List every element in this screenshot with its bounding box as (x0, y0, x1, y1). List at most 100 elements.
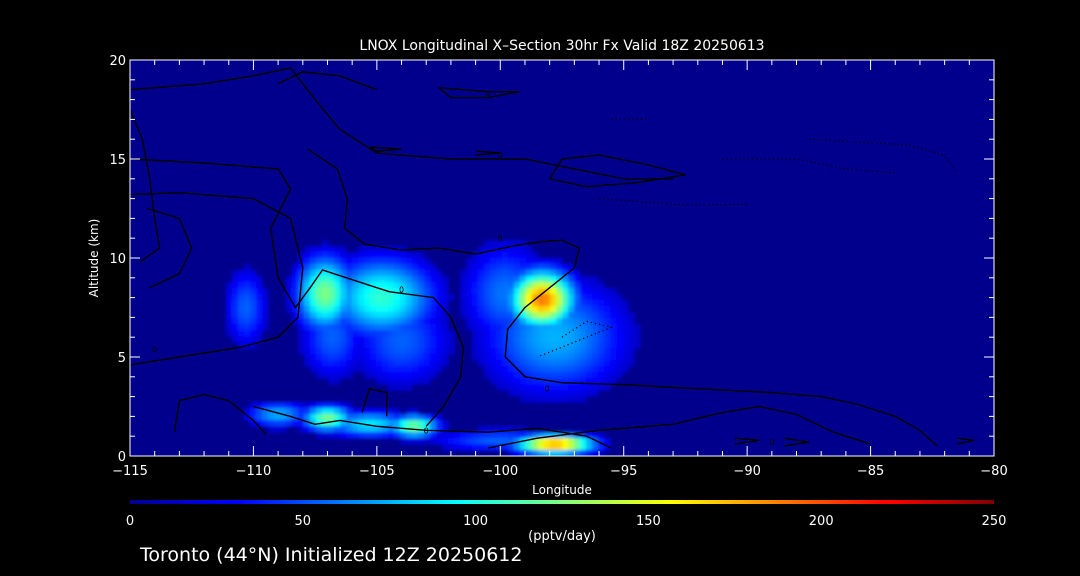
heatmap-cell (388, 246, 395, 253)
heatmap-cell (604, 336, 611, 343)
heatmap-cell (616, 318, 623, 325)
heatmap-cell (424, 378, 431, 385)
heatmap-cell (406, 438, 413, 445)
heatmap-cell (394, 426, 401, 433)
colorbar-tick-label: 250 (982, 514, 1007, 529)
heatmap-cell (334, 246, 341, 253)
heatmap-cell (394, 264, 401, 271)
heatmap-cell (316, 258, 323, 265)
heatmap-cell (598, 384, 605, 391)
heatmap-cell (568, 300, 575, 307)
heatmap-cell (340, 372, 347, 379)
heatmap-cell (424, 318, 431, 325)
contour-label: 0 (152, 345, 157, 354)
heatmap-cell (538, 318, 545, 325)
heatmap-cell (520, 354, 527, 361)
heatmap-cell (580, 336, 587, 343)
heatmap-cell (358, 354, 365, 361)
heatmap-cell (592, 348, 599, 355)
heatmap-cell (598, 432, 605, 439)
heatmap-cell (574, 348, 581, 355)
heatmap-cell (598, 282, 605, 289)
heatmap-cell (262, 318, 269, 325)
heatmap-cell (550, 390, 557, 397)
heatmap-cell (406, 288, 413, 295)
heatmap-cell (568, 348, 575, 355)
heatmap-cell (592, 360, 599, 367)
heatmap-cell (394, 330, 401, 337)
heatmap-cell (244, 414, 251, 421)
heatmap-cell (322, 366, 329, 373)
heatmap-cell (400, 300, 407, 307)
heatmap-cell (472, 288, 479, 295)
heatmap-cell (502, 378, 509, 385)
heatmap-cell (424, 372, 431, 379)
heatmap-cell (478, 294, 485, 301)
heatmap-cell (352, 312, 359, 319)
heatmap-cell (580, 390, 587, 397)
heatmap-cell (514, 270, 521, 277)
heatmap-cell (298, 342, 305, 349)
heatmap-cell (622, 318, 629, 325)
heatmap-cell (544, 258, 551, 265)
colorbar: 0 50 100 150 200 250 (pptv/day) (126, 500, 1007, 544)
heatmap-cell (448, 330, 455, 337)
heatmap-cell (568, 294, 575, 301)
heatmap-cell (412, 300, 419, 307)
heatmap-cell (568, 378, 575, 385)
heatmap-cell (250, 402, 257, 409)
heatmap-cell (550, 318, 557, 325)
heatmap-cell (358, 366, 365, 373)
heatmap-cell (538, 300, 545, 307)
heatmap-cell (466, 444, 473, 451)
heatmap-cell (406, 432, 413, 439)
heatmap-cell (352, 282, 359, 289)
heatmap-cell (244, 294, 251, 301)
heatmap-cell (406, 420, 413, 427)
heatmap-cell (412, 372, 419, 379)
heatmap-cell (346, 264, 353, 271)
heatmap-cell (310, 402, 317, 409)
heatmap-cell (550, 336, 557, 343)
heatmap-cell (250, 330, 257, 337)
heatmap-cell (244, 282, 251, 289)
heatmap-cell (478, 354, 485, 361)
heatmap-cell (316, 408, 323, 415)
heatmap-cell (436, 282, 443, 289)
heatmap-cell (316, 348, 323, 355)
heatmap-cell (598, 288, 605, 295)
heatmap-cell (382, 282, 389, 289)
heatmap-cell (562, 282, 569, 289)
heatmap-cell (340, 246, 347, 253)
heatmap-cell (322, 258, 329, 265)
heatmap-cell (304, 426, 311, 433)
heatmap-cell (442, 294, 449, 301)
heatmap-cell (490, 336, 497, 343)
heatmap-cell (466, 324, 473, 331)
heatmap-cell (550, 312, 557, 319)
heatmap-cell (544, 270, 551, 277)
heatmap-cell (544, 288, 551, 295)
heatmap-cell (304, 408, 311, 415)
heatmap-cell (598, 450, 605, 456)
heatmap-cell (418, 420, 425, 427)
heatmap-cell (292, 294, 299, 301)
heatmap-cell (610, 324, 617, 331)
heatmap-cell (328, 258, 335, 265)
heatmap-cell (388, 294, 395, 301)
heatmap-cell (538, 354, 545, 361)
heatmap-cell (532, 360, 539, 367)
heatmap-cell (544, 384, 551, 391)
heatmap-cell (526, 306, 533, 313)
heatmap-cell (244, 264, 251, 271)
heatmap-cell (472, 342, 479, 349)
heatmap-cell (580, 348, 587, 355)
heatmap-cell (466, 306, 473, 313)
heatmap-cell (580, 384, 587, 391)
heatmap-cell (550, 444, 557, 451)
heatmap-cell (280, 426, 287, 433)
heatmap-cell (604, 330, 611, 337)
heatmap-cell (316, 294, 323, 301)
heatmap-cell (262, 294, 269, 301)
heatmap-cell (538, 336, 545, 343)
